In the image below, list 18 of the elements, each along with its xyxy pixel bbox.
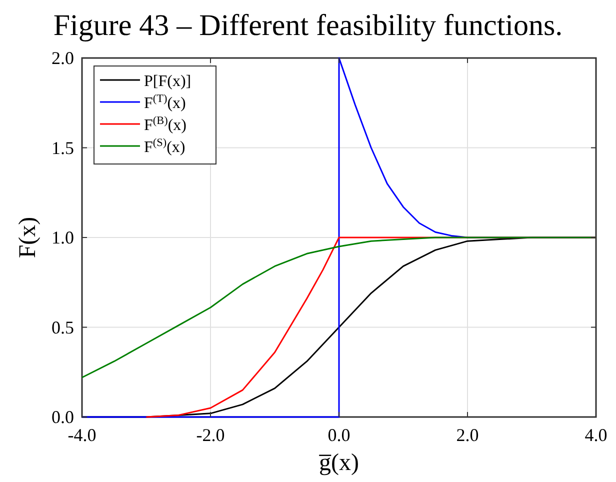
x-tick-label: 0.0 [328, 425, 350, 445]
line-series [81, 236, 597, 378]
y-tick-label: 1.0 [52, 228, 74, 248]
y-tick-label: 1.5 [52, 138, 74, 158]
x-tick-label: 2.0 [456, 425, 479, 445]
x-tick-label: 4.0 [584, 425, 608, 445]
y-axis-title: F(x) [15, 216, 41, 258]
legend-label: F$^{(S)}$(x) [144, 137, 186, 156]
x-tick-label: -4.0 [68, 425, 96, 445]
y-tick-label: 2.0 [52, 48, 74, 68]
y-tick-label: 0.5 [52, 317, 74, 338]
x-tick-label: -2.0 [196, 425, 225, 445]
legend-label: P[F(x)] [144, 73, 192, 90]
x-axis-title: g̅(x) [318, 450, 359, 476]
legend-label: F$^{(T)}$(x) [144, 93, 186, 112]
chart-title: Figure 43 – Different feasibility functions. [53, 9, 563, 42]
legend-label: F$^{(B)}$(x) [144, 115, 186, 134]
y-tick-label: 0.0 [52, 407, 74, 427]
